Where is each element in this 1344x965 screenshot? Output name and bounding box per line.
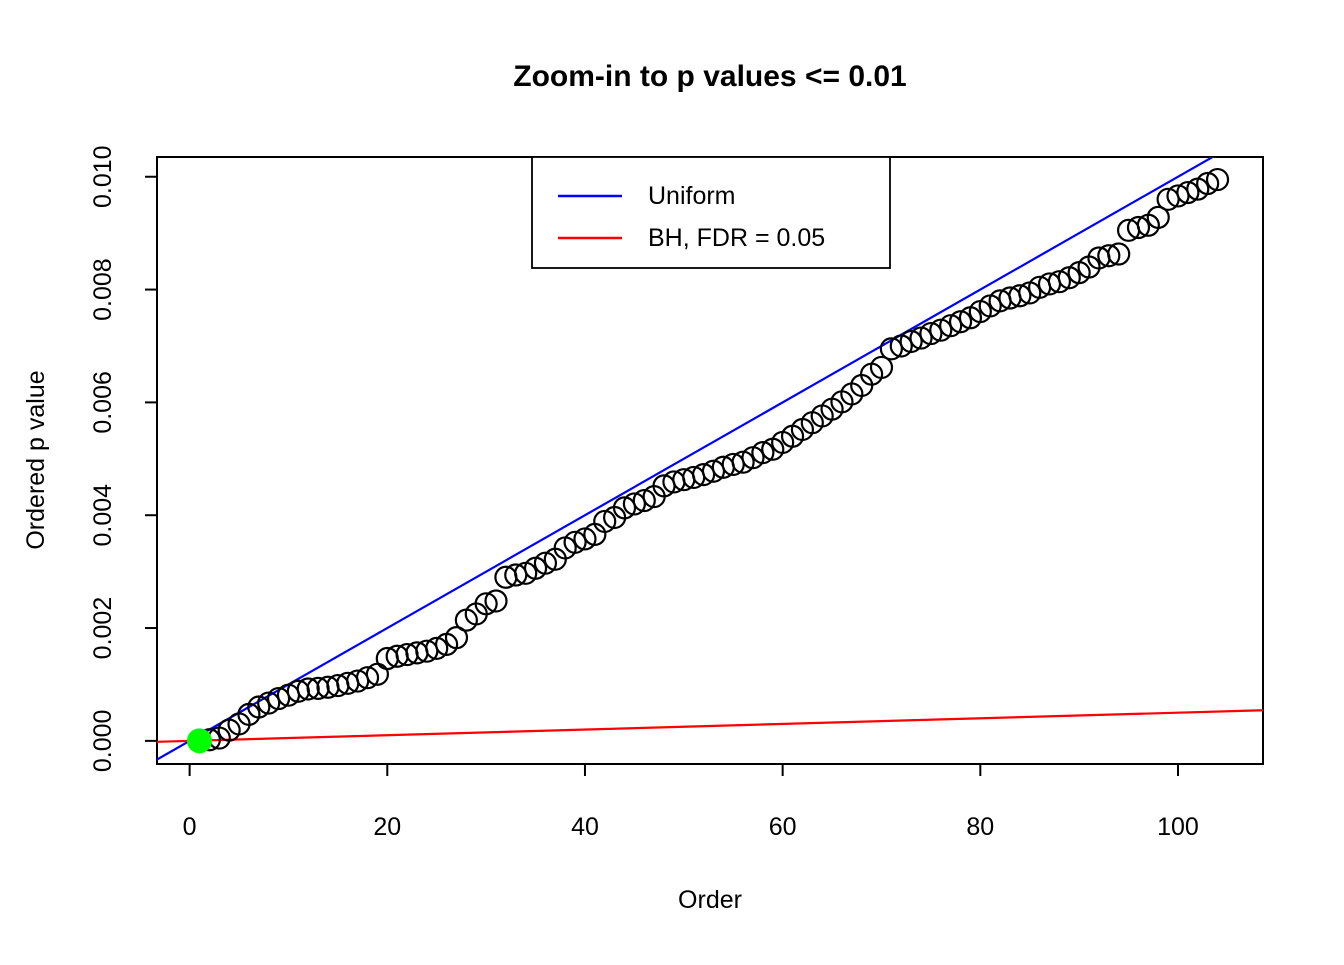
legend-entry-label: BH, FDR = 0.05	[648, 224, 825, 252]
p-value-point	[533, 551, 558, 575]
chart-title: Zoom-in to p values <= 0.01	[513, 60, 906, 93]
p-value-point	[1205, 167, 1230, 192]
p-value-point	[691, 463, 716, 487]
p-value-point	[919, 321, 943, 346]
p-value-point	[1107, 242, 1131, 266]
legend-frame	[531, 156, 891, 269]
p-value-point	[484, 589, 508, 613]
y-axis-title: Ordered p value	[22, 370, 50, 549]
p-value-point	[1047, 270, 1071, 294]
uniform-line	[157, 157, 1215, 761]
p-value-point	[879, 337, 903, 361]
y-tick-label: 0.008	[89, 258, 117, 321]
axis-ticks: 0 20 40 60 80 100 0.000 0.002 0.004 0.006 0.008 0.0…	[89, 145, 1199, 841]
p-value-point	[266, 686, 291, 711]
p-value-point	[474, 592, 498, 616]
legend-entry-label: Uniform	[648, 182, 736, 210]
x-tick-label: 0	[183, 813, 197, 841]
data-points	[187, 167, 1230, 754]
p-value-point	[939, 314, 963, 338]
p-value-point	[751, 441, 775, 465]
p-value-point	[622, 492, 646, 516]
x-tick-label: 40	[571, 813, 599, 841]
p-value-point	[899, 329, 923, 354]
p-value-point	[869, 355, 894, 380]
p-value-point	[247, 695, 271, 719]
p-value-point	[1008, 284, 1032, 308]
p-value-point	[632, 488, 656, 513]
y-tick-label: 0.002	[89, 597, 117, 660]
p-value-point	[425, 636, 449, 660]
y-tick-label: 0.004	[89, 484, 117, 547]
y-tick-label: 0.010	[89, 145, 117, 208]
x-tick-label: 20	[373, 813, 401, 841]
p-value-point	[1196, 171, 1220, 196]
p-value-point	[612, 496, 637, 520]
p-value-point	[1176, 180, 1200, 205]
x-tick-label: 100	[1157, 813, 1199, 841]
y-tick-label: 0.006	[89, 371, 117, 434]
p-value-point	[593, 509, 617, 534]
p-value-point	[1146, 205, 1170, 229]
x-axis-title: Order	[678, 886, 742, 914]
reference-lines	[157, 157, 1263, 761]
p-value-point	[563, 530, 587, 554]
x-tick-label: 80	[966, 813, 994, 841]
significant-point	[187, 728, 213, 754]
y-tick-label: 0.000	[89, 710, 117, 773]
p-value-point	[355, 666, 380, 690]
p-value-point	[1097, 244, 1121, 268]
legend-box: Uniform BH, FDR = 0.05	[531, 156, 891, 269]
bh-line	[157, 709, 1263, 743]
x-tick-label: 60	[769, 813, 797, 841]
p-value-point	[444, 626, 469, 650]
p-value-point	[948, 310, 973, 334]
p-value-point	[1126, 215, 1151, 240]
